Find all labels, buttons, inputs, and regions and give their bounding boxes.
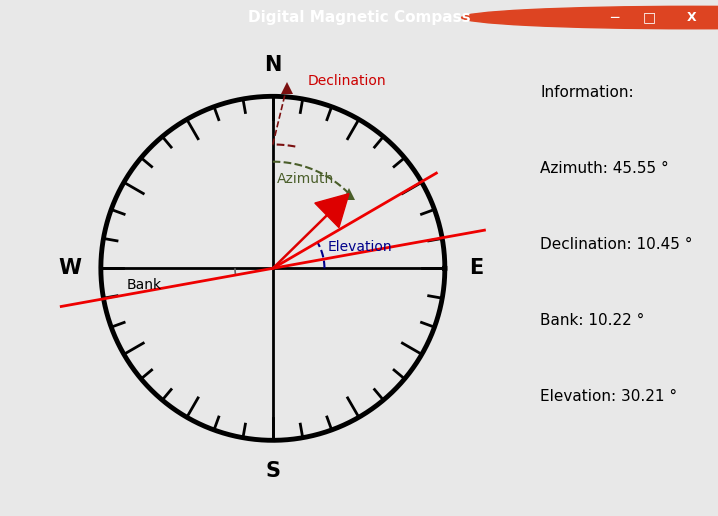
Polygon shape: [314, 194, 349, 228]
Text: Declination: Declination: [307, 74, 386, 88]
Text: X: X: [686, 11, 696, 24]
Text: N: N: [264, 55, 281, 75]
Text: Digital Magnetic Compass: Digital Magnetic Compass: [248, 10, 470, 25]
Text: W: W: [58, 259, 81, 278]
Text: S: S: [266, 461, 280, 481]
Text: Azimuth: 45.55 °: Azimuth: 45.55 °: [541, 160, 669, 176]
Text: Information:: Information:: [541, 85, 634, 100]
Text: Elevation: 30.21 °: Elevation: 30.21 °: [541, 389, 677, 404]
Circle shape: [462, 6, 718, 29]
Text: Azimuth: Azimuth: [276, 172, 334, 186]
Text: Declination: 10.45 °: Declination: 10.45 °: [541, 237, 693, 252]
Text: Bank: 10.22 °: Bank: 10.22 °: [541, 313, 645, 328]
Text: □: □: [643, 10, 656, 25]
Text: ─: ─: [610, 10, 618, 25]
Text: E: E: [469, 259, 483, 278]
Text: Elevation: Elevation: [328, 240, 393, 254]
Text: Bank: Bank: [126, 278, 162, 292]
